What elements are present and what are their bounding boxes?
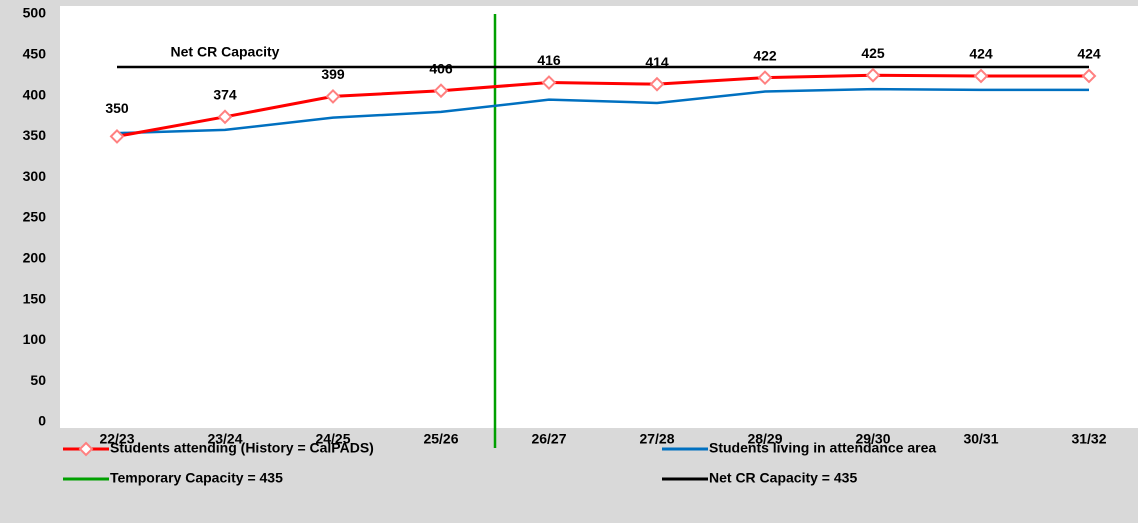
point-marker: [865, 67, 881, 83]
point-marker: [325, 89, 341, 104]
data-label: 406: [429, 60, 453, 76]
point-marker: [109, 128, 125, 144]
y-tick-label: 200: [23, 250, 47, 266]
x-tick-label: 23/24: [207, 431, 242, 447]
y-tick-label: 150: [23, 290, 47, 306]
y-tick-label: 450: [23, 46, 47, 62]
y-tick-label: 350: [23, 127, 47, 143]
point-marker: [433, 83, 449, 99]
x-tick-label: 27/28: [639, 431, 674, 447]
x-tick-label: 31/32: [1071, 431, 1106, 447]
point-marker: [217, 109, 233, 125]
x-tick-label: 25/26: [423, 431, 458, 447]
data-label: 374: [213, 87, 237, 103]
legend-marker: [78, 441, 94, 457]
x-tick-label: 30/31: [963, 431, 998, 447]
y-tick-label: 500: [23, 5, 47, 21]
legend-label: Temporary Capacity = 435: [110, 470, 283, 486]
plot-area: [60, 6, 1138, 428]
x-tick-label: 24/25: [315, 431, 350, 447]
point-marker: [757, 70, 773, 86]
legend-label: Students living in attendance area: [709, 440, 936, 456]
annotation: Net CR Capacity: [171, 44, 280, 60]
x-tick-label: 28/29: [747, 431, 782, 447]
data-label: 414: [645, 54, 669, 70]
x-tick-label: 22/23: [99, 431, 134, 447]
series-line: [116, 73, 1089, 138]
legend-label: Students attending (History = CalPADS): [110, 440, 374, 456]
point-marker: [649, 76, 665, 92]
data-label: 399: [321, 66, 345, 82]
y-tick-label: 300: [23, 168, 47, 184]
x-tick-label: 29/30: [855, 431, 890, 447]
data-label: 425: [861, 45, 885, 61]
y-tick-label: 100: [23, 331, 47, 347]
y-tick-label: 0: [38, 413, 46, 429]
data-label: 422: [753, 47, 777, 63]
data-label: 424: [969, 46, 993, 62]
y-tick-label: 50: [30, 372, 46, 388]
series-line: [116, 87, 1089, 135]
point-marker: [1081, 68, 1097, 84]
data-label: 350: [105, 100, 129, 116]
data-label: 416: [537, 52, 561, 68]
point-marker: [541, 75, 557, 90]
y-tick-label: 250: [23, 209, 47, 225]
point-marker: [973, 68, 989, 84]
data-label: 424: [1077, 46, 1101, 62]
y-tick-label: 400: [23, 86, 47, 102]
x-tick-label: 26/27: [531, 431, 566, 447]
legend-label: Net CR Capacity = 435: [709, 470, 857, 486]
